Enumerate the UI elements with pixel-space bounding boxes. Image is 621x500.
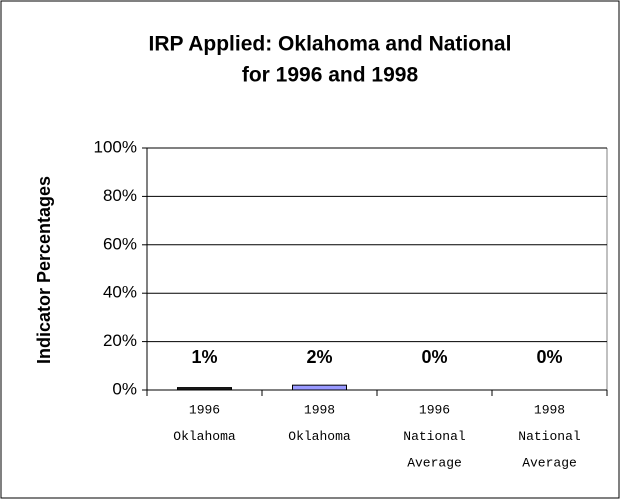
value-label: 2% [306, 347, 332, 367]
y-tick-label: 0% [112, 379, 137, 398]
x-tick-label: Oklahoma [288, 429, 351, 444]
x-tick-label: Average [407, 455, 462, 470]
bar [177, 387, 232, 391]
x-tick-label: National [518, 429, 581, 444]
x-tick-label: Average [522, 455, 577, 470]
value-label: 0% [421, 347, 447, 367]
x-tick-label: 1998 [304, 402, 335, 417]
bar [292, 384, 347, 391]
value-label: 0% [536, 347, 562, 367]
x-tick-label: 1996 [419, 402, 450, 417]
x-tick-label: Oklahoma [173, 429, 236, 444]
y-tick-label: 100% [94, 137, 137, 156]
y-tick-label: 20% [103, 331, 137, 350]
x-tick-label: 1996 [189, 402, 220, 417]
y-tick-label: 60% [103, 234, 137, 253]
value-label: 1% [191, 347, 217, 367]
y-axis-label: Indicator Percentages [34, 176, 54, 364]
chart-title: IRP Applied: Oklahoma and National [149, 33, 512, 56]
y-tick-label: 80% [103, 186, 137, 205]
x-tick-label: 1998 [534, 402, 565, 417]
x-tick-label: National [403, 429, 466, 444]
chart-title: for 1996 and 1998 [242, 64, 419, 87]
y-tick-label: 40% [103, 283, 137, 302]
